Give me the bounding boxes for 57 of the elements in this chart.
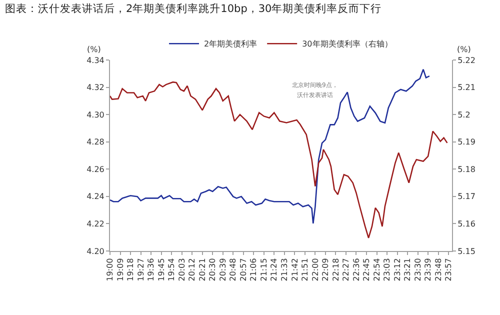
x-tick-label: 19:27 (136, 258, 146, 282)
y-tick-label: 4.24 (86, 192, 104, 202)
x-tick-label: 21:51 (300, 258, 310, 282)
x-tick-label: 19:45 (156, 258, 166, 282)
x-tick-label: 22:27 (342, 258, 351, 282)
y2-axis-title: (%) (457, 45, 471, 54)
x-tick-label: 20:12 (188, 258, 197, 282)
y-tick-label: 4.34 (86, 56, 104, 65)
y-axis-title: (%) (87, 45, 101, 54)
legend-label: 30年期美债利率（右轴） (302, 40, 392, 49)
x-tick-label: 19:09 (116, 258, 125, 282)
x-tick-label: 20:57 (238, 258, 248, 282)
x-tick-label: 19:54 (167, 258, 176, 282)
y2-tick-label: 5.17 (458, 192, 476, 202)
y-tick-label: 4.30 (86, 110, 104, 120)
x-tick-label: 20:03 (177, 258, 186, 282)
x-tick-label: 23:57 (444, 258, 454, 282)
line-series (110, 68, 430, 224)
x-tick-label: 21:15 (260, 258, 268, 282)
line-series (110, 81, 448, 239)
y2-tick-label: 5.15 (458, 246, 476, 256)
x-tick-label: 22:54 (372, 258, 382, 282)
x-tick-label: 23:30 (413, 258, 422, 282)
x-tick-label: 22:36 (352, 258, 361, 282)
y2-tick-label: 5.21 (458, 83, 476, 92)
x-tick-label: 21:42 (290, 258, 300, 282)
x-tick-label: 19:18 (126, 258, 136, 282)
y-tick-label: 4.32 (86, 83, 104, 92)
x-tick-label: 22:09 (321, 258, 330, 282)
x-tick-label: 23:48 (434, 258, 443, 282)
x-tick-label: 20:21 (198, 258, 207, 282)
x-tick-label: 20:48 (228, 258, 238, 282)
x-tick-label: 21:24 (270, 258, 279, 282)
y2-tick-label: 5.19 (458, 138, 476, 147)
y2-tick-label: 5.16 (458, 220, 476, 229)
x-tick-label: 23:12 (392, 258, 402, 282)
y2-tick-label: 5.18 (458, 164, 476, 174)
x-tick-label: 19:36 (146, 258, 156, 282)
x-tick-label: 20:30 (208, 258, 218, 282)
x-tick-label: 22:00 (310, 258, 320, 282)
y2-tick-label: 5.22 (458, 56, 476, 65)
x-tick-label: 19:00 (106, 258, 115, 282)
x-tick-label: 21:06 (249, 258, 258, 282)
x-tick-label: 23:03 (382, 258, 392, 282)
x-tick-label: 23:21 (403, 258, 412, 282)
x-tick-label: 22:18 (331, 258, 340, 282)
y-tick-label: 4.26 (86, 164, 104, 174)
legend-label: 2年期美债利率 (204, 40, 258, 49)
x-tick-label: 22:45 (362, 258, 372, 282)
y-tick-label: 4.22 (86, 220, 104, 229)
x-tick-label: 21:33 (280, 258, 290, 282)
chart-title: 图表：沃什发表讲话后，2年期美债利率跳升10bp，30年期美债利率反而下行 (5, 2, 382, 16)
y-tick-label: 4.28 (86, 138, 104, 147)
x-tick-label: 23:39 (424, 258, 433, 282)
y-tick-label: 4.20 (86, 246, 104, 256)
x-tick-label: 20:39 (218, 258, 228, 282)
y2-tick-label: 5.2 (458, 110, 470, 120)
